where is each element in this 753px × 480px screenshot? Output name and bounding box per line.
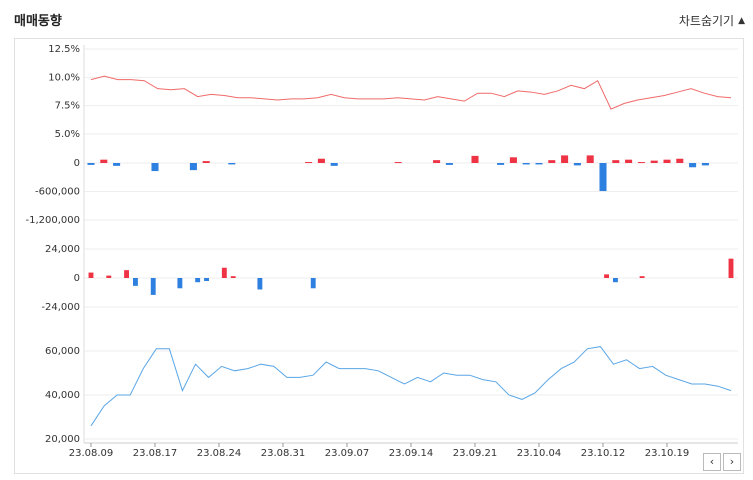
bar (106, 275, 112, 278)
section-title: 매매동향 (14, 14, 62, 29)
bar (573, 163, 581, 166)
bar (625, 159, 633, 163)
bar (612, 160, 620, 163)
x-tick-label: 23.08.24 (197, 448, 242, 459)
bar (330, 163, 338, 166)
bar (133, 278, 138, 286)
bar (433, 160, 441, 163)
x-tick-label: 23.10.04 (517, 448, 562, 459)
bar (230, 276, 236, 278)
bar (310, 278, 316, 289)
bar (663, 159, 671, 163)
bar (305, 162, 313, 164)
bar (728, 258, 734, 278)
y-tick-label: 0 (74, 158, 80, 169)
bar (221, 267, 227, 278)
bar (676, 158, 684, 163)
bar (561, 155, 569, 163)
chart-frame (14, 38, 744, 474)
y-tick-label: 24,000 (45, 244, 80, 255)
x-tick-label: 23.09.21 (453, 448, 498, 459)
bar (613, 278, 618, 283)
x-tick-label: 23.08.31 (261, 448, 306, 459)
y-tick-label: 40,000 (45, 390, 80, 401)
triangle-up-icon: ▲ (738, 15, 745, 26)
chevron-left-icon: ‹ (709, 455, 715, 468)
y-tick-label: -600,000 (35, 187, 80, 198)
next-page-button[interactable]: › (723, 453, 741, 471)
hide-chart-toggle[interactable]: 차트숨기기 ▲ (679, 12, 745, 29)
bar (195, 278, 201, 283)
bar (471, 155, 479, 163)
bar (113, 163, 121, 166)
bar (150, 278, 156, 295)
x-tick-label: 23.10.19 (645, 448, 690, 459)
y-tick-label: 12.5% (48, 44, 80, 55)
series-line (90, 346, 732, 427)
bar (599, 163, 607, 192)
bar (650, 160, 658, 163)
bar (639, 276, 645, 278)
bar (548, 160, 556, 163)
x-tick-label: 23.08.09 (69, 448, 114, 459)
y-tick-label: 60,000 (45, 346, 80, 357)
bar (535, 163, 543, 165)
y-tick-label: 0 (74, 273, 80, 284)
bar (637, 162, 645, 164)
bar (497, 163, 505, 165)
x-tick-label: 23.09.14 (389, 448, 434, 459)
x-tick-label: 23.10.12 (581, 448, 626, 459)
bar (509, 157, 517, 163)
y-tick-label: 20,000 (45, 434, 80, 445)
prev-page-button[interactable]: ‹ (703, 453, 721, 471)
bar (100, 159, 108, 163)
bar (394, 162, 402, 164)
chevron-right-icon: › (729, 455, 735, 468)
y-tick-label: 10.0% (48, 72, 80, 83)
y-tick-label: 7.5% (55, 101, 80, 112)
bar (604, 274, 609, 278)
bar (317, 158, 325, 163)
hide-chart-label: 차트숨기기 (678, 14, 735, 28)
y-tick-label: -1,200,000 (25, 215, 80, 226)
bar (88, 272, 94, 278)
bar (151, 163, 159, 172)
bar (202, 161, 210, 163)
x-tick-label: 23.08.17 (133, 448, 178, 459)
bar (257, 278, 263, 290)
bar (204, 278, 209, 282)
bar (177, 278, 183, 289)
bar (445, 163, 453, 165)
bar (689, 163, 697, 168)
bar (87, 163, 95, 165)
y-tick-label: 5.0% (55, 129, 80, 140)
bar (701, 163, 709, 166)
y-tick-label: -24,000 (41, 302, 80, 313)
bar (522, 163, 530, 165)
bar (124, 270, 129, 278)
bar (586, 155, 594, 163)
x-tick-label: 23.09.07 (325, 448, 370, 459)
bar (189, 163, 197, 171)
series-line (90, 75, 732, 110)
bar (228, 163, 236, 165)
